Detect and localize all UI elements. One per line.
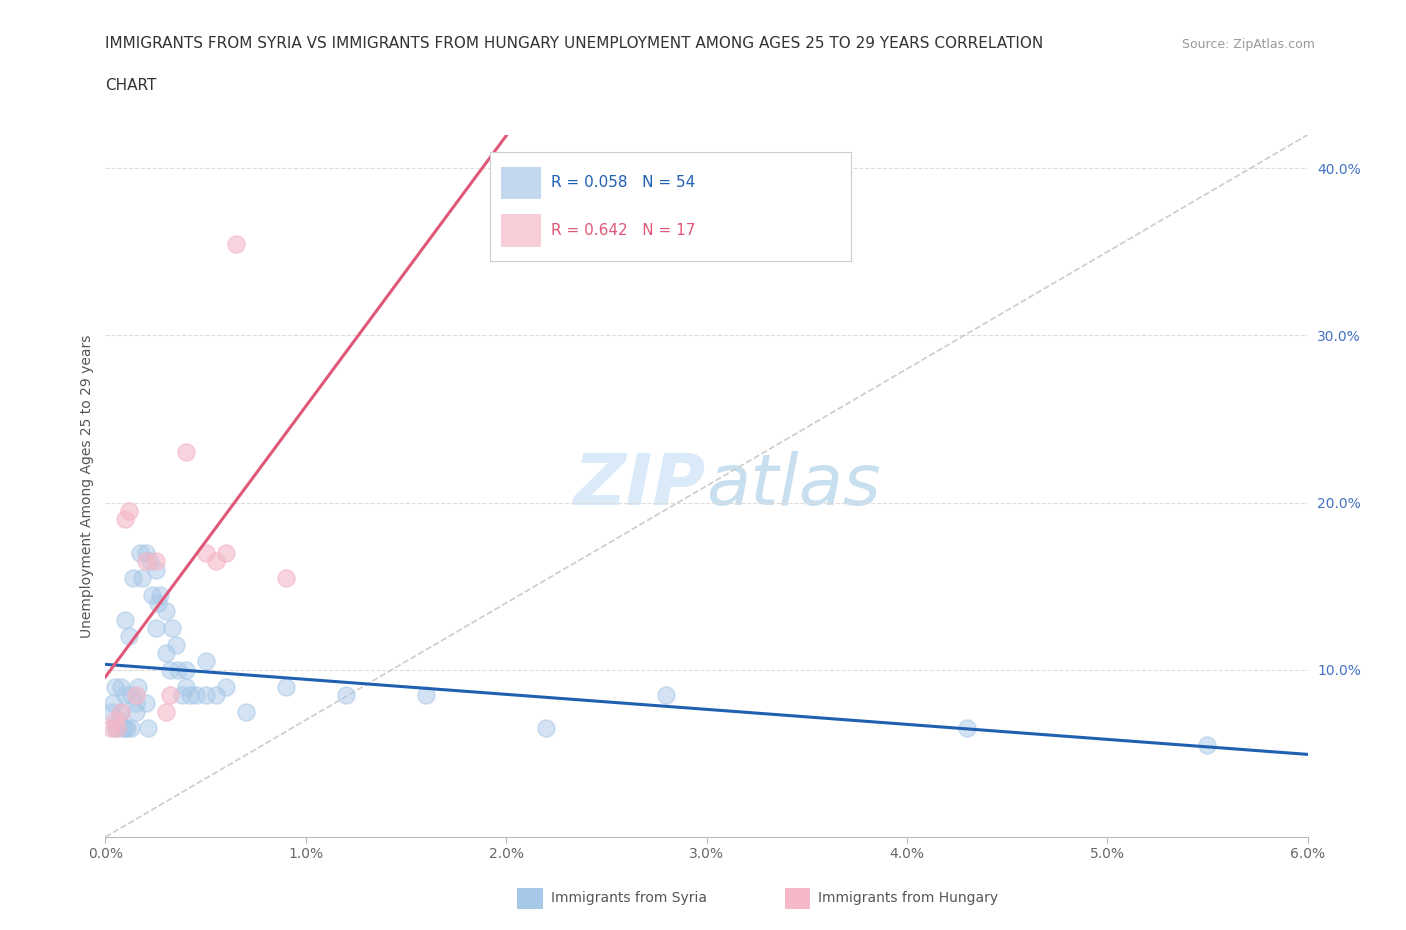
Point xyxy=(121,721,143,736)
Point xyxy=(124,696,146,711)
Point xyxy=(204,553,226,568)
Point xyxy=(214,545,236,560)
Text: CHART: CHART xyxy=(105,78,157,93)
Point xyxy=(122,570,145,585)
Point xyxy=(124,704,146,719)
Point xyxy=(184,687,207,702)
Point xyxy=(118,629,141,644)
Point xyxy=(114,612,136,627)
Point xyxy=(166,662,188,677)
Point xyxy=(956,721,979,736)
Point xyxy=(110,704,132,719)
Point xyxy=(335,687,357,702)
Point xyxy=(214,679,236,694)
Point xyxy=(155,645,177,660)
Point xyxy=(415,687,437,702)
Point xyxy=(127,679,149,694)
Point xyxy=(100,704,122,719)
Point xyxy=(114,512,136,526)
Point xyxy=(135,545,157,560)
Point xyxy=(159,662,181,677)
Point xyxy=(145,562,167,577)
Text: Immigrants from Syria: Immigrants from Syria xyxy=(551,891,707,906)
Point xyxy=(174,445,197,460)
Point xyxy=(100,721,122,736)
Point xyxy=(128,545,150,560)
Point xyxy=(225,236,247,251)
Point xyxy=(110,704,132,719)
Point xyxy=(135,553,157,568)
Point xyxy=(194,545,217,560)
Point xyxy=(1197,737,1219,752)
Point xyxy=(194,654,217,669)
Point xyxy=(534,721,557,736)
Point xyxy=(174,679,197,694)
Text: ZIP: ZIP xyxy=(574,451,707,521)
Text: atlas: atlas xyxy=(707,451,882,521)
Point xyxy=(235,704,257,719)
Point xyxy=(160,620,183,635)
Point xyxy=(145,553,167,568)
Point xyxy=(131,570,153,585)
Text: Source: ZipAtlas.com: Source: ZipAtlas.com xyxy=(1181,38,1315,51)
Point xyxy=(107,721,129,736)
Point xyxy=(104,712,127,727)
Point xyxy=(136,721,159,736)
Point xyxy=(121,687,143,702)
Point xyxy=(138,553,160,568)
Point xyxy=(165,637,187,652)
Point xyxy=(112,721,135,736)
Point xyxy=(155,704,177,719)
Point xyxy=(159,687,181,702)
Point xyxy=(155,604,177,618)
Point xyxy=(104,679,127,694)
Point xyxy=(114,721,136,736)
Point xyxy=(179,687,201,702)
Point xyxy=(124,687,146,702)
Point xyxy=(141,587,163,602)
Point xyxy=(274,570,297,585)
Point xyxy=(108,712,131,727)
Point xyxy=(135,696,157,711)
Point xyxy=(170,687,193,702)
Point xyxy=(204,687,226,702)
Point xyxy=(104,721,127,736)
Point xyxy=(194,687,217,702)
Point xyxy=(148,587,170,602)
Point xyxy=(114,687,136,702)
Point xyxy=(107,721,129,736)
Point xyxy=(110,679,132,694)
Point xyxy=(655,687,678,702)
Y-axis label: Unemployment Among Ages 25 to 29 years: Unemployment Among Ages 25 to 29 years xyxy=(80,334,94,638)
Point xyxy=(274,679,297,694)
Point xyxy=(117,721,139,736)
Text: IMMIGRANTS FROM SYRIA VS IMMIGRANTS FROM HUNGARY UNEMPLOYMENT AMONG AGES 25 TO 2: IMMIGRANTS FROM SYRIA VS IMMIGRANTS FROM… xyxy=(105,36,1043,51)
Point xyxy=(103,696,125,711)
Point xyxy=(174,662,197,677)
Point xyxy=(118,503,141,518)
Text: Immigrants from Hungary: Immigrants from Hungary xyxy=(818,891,998,906)
Point xyxy=(146,595,169,610)
Point xyxy=(145,620,167,635)
